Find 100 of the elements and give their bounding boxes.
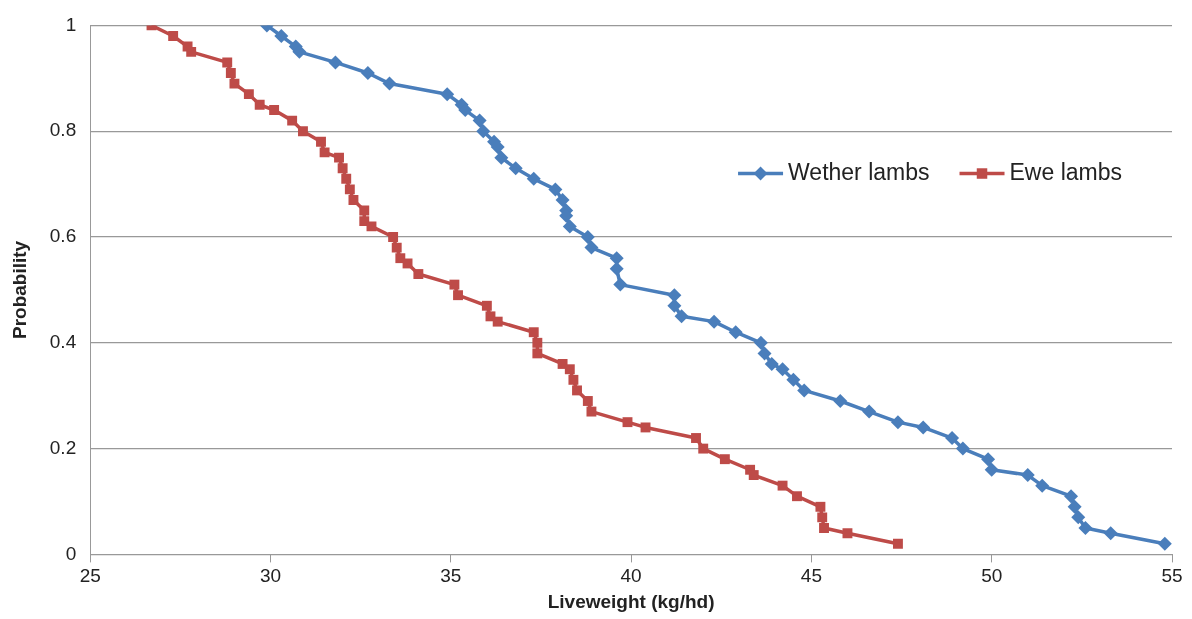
legend-label: Wether lambs [788,158,930,185]
point [225,68,236,78]
point [833,393,848,408]
point [728,325,743,340]
point [748,470,759,480]
point [186,46,197,57]
point [243,89,254,100]
point [287,115,298,126]
point [984,462,999,477]
point [360,66,375,81]
point [674,309,689,324]
y-tick-label: 1 [65,13,77,35]
point [1035,478,1050,493]
x-axis-title: Liveweight (kg/hd) [547,590,715,612]
point [382,76,397,91]
point [1067,499,1082,514]
point [568,374,579,385]
point [564,364,575,375]
point [786,372,801,387]
point [955,441,970,456]
point [586,406,597,417]
point [481,300,492,311]
point [254,99,265,110]
point [817,512,828,523]
point [395,253,406,264]
point [274,28,289,43]
point [707,314,722,329]
point [341,173,352,184]
point [532,348,543,359]
point [613,277,628,292]
point [945,431,960,446]
point [916,420,931,435]
point [622,417,633,428]
point [777,480,788,491]
y-axis-title: Probability [8,240,30,339]
point [337,163,348,174]
y-tick-label: 0.4 [49,331,77,353]
x-tick-label: 40 [620,565,642,587]
point [476,124,491,139]
point [458,103,473,118]
point [609,251,624,266]
point [1157,536,1172,551]
x-tick-label: 25 [79,565,101,587]
point [440,87,455,102]
point [667,298,682,313]
y-tick-label: 0.6 [49,225,77,247]
x-tick-label: 35 [440,565,462,587]
x-tick-label: 55 [1161,565,1183,587]
point [229,78,240,89]
y-tick-label: 0 [65,542,77,564]
point [609,261,624,276]
point [388,232,399,242]
point [453,290,463,301]
point [328,55,343,70]
point [893,538,903,549]
point [753,335,768,350]
point [775,362,790,377]
point [490,140,505,155]
point [344,184,355,195]
point [366,221,377,232]
point [981,452,996,467]
point [526,171,541,186]
point [562,219,577,234]
point [640,422,651,433]
point [413,269,424,279]
point [449,279,460,290]
y-tick-label: 0.8 [49,119,77,141]
point [316,136,326,147]
point [298,126,308,137]
point [797,383,812,398]
point [1020,468,1035,483]
point [757,346,772,361]
point [494,150,509,165]
point [528,327,539,338]
point [572,385,582,396]
point [508,161,523,176]
point [764,356,779,371]
x-tick-label: 30 [259,565,282,587]
point [269,105,280,115]
point [1078,520,1093,535]
point [492,316,503,327]
point [580,230,595,244]
point [819,523,829,533]
point [472,113,487,128]
point [1071,510,1086,525]
x-tick-label: 45 [800,565,822,587]
x-tick-label: 50 [981,565,1003,587]
point [532,337,543,348]
point [691,433,701,443]
legend-label: Ewe lambs [1009,158,1122,185]
point [1103,526,1118,541]
point [168,31,179,41]
point [582,396,593,406]
point [348,195,359,205]
point [222,57,233,68]
point [698,443,709,454]
point [555,192,570,207]
point [890,415,905,430]
point [792,491,802,502]
point [391,242,402,253]
